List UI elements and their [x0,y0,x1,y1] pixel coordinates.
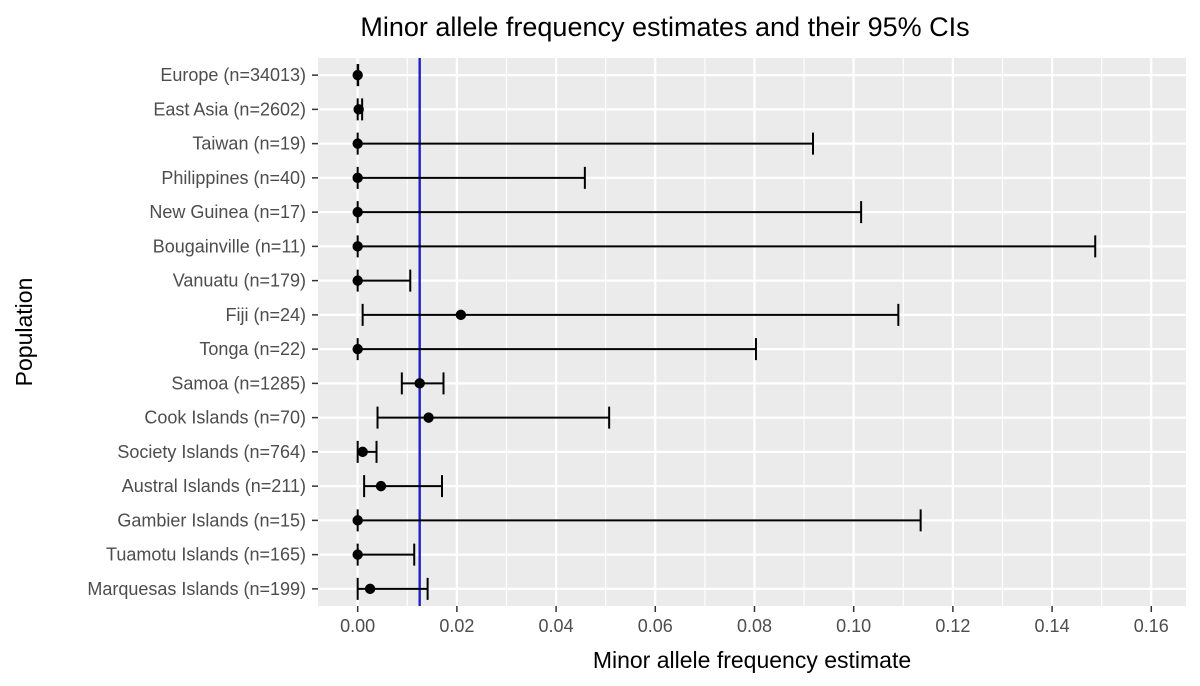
y-tick-label: Philippines (n=40) [161,168,306,188]
estimate-point [455,309,467,321]
x-tick-label: 0.08 [737,616,772,636]
y-tick-label: Fiji (n=24) [225,305,306,325]
errorbar-group [352,269,412,292]
errorbar-group [363,475,443,498]
errorbar-group [352,132,815,155]
y-tick-label: New Guinea (n=17) [149,202,306,222]
estimate-point [352,275,363,286]
y-tick-label: Taiwan (n=19) [192,134,306,154]
errorbar-group [352,235,1097,258]
x-tick-label: 0.10 [836,616,871,636]
x-tick-label: 0.02 [439,616,474,636]
y-tick-label: Samoa (n=1285) [171,373,306,393]
x-tick-label: 0.04 [539,616,574,636]
plot-panel [318,58,1186,606]
x-axis: 0.00 0.02 0.04 0.06 0.08 0.10 0.12 0.14 0.16 [340,606,1169,636]
estimate-point [352,549,363,560]
x-tick-label: 0.14 [1035,616,1070,636]
errorbar-group [352,338,757,361]
y-axis-title: Population [11,278,37,387]
estimate-point [375,480,387,492]
y-tick-label: Europe (n=34013) [160,65,306,85]
x-tick-label: 0.06 [638,616,673,636]
errorbar-group [352,64,363,87]
y-tick-label: Marquesas Islands (n=199) [87,579,306,599]
estimate-point [352,206,363,218]
estimate-point [414,378,425,389]
errorbar-group [376,406,611,429]
estimate-point [364,583,376,595]
y-tick-label: East Asia (n=2602) [153,99,306,119]
y-tick-label: Society Islands (n=764) [117,442,306,462]
y-tick-label: Vanuatu (n=179) [173,271,306,291]
x-tick-label: 0.00 [340,616,375,636]
estimate-point [352,172,363,184]
x-tick-label: 0.16 [1134,616,1169,636]
estimate-point [353,104,364,115]
estimate-point [352,138,363,149]
chart-title: Minor allele frequency estimates and the… [360,12,969,42]
errorbar-group [352,166,586,189]
y-tick-label: Tuamotu Islands (n=165) [106,545,306,565]
estimate-point [423,412,434,423]
estimate-point [357,446,368,458]
data-layer [352,64,1097,600]
estimate-point [352,241,363,252]
estimate-point [352,515,363,526]
y-axis: Europe (n=34013) East Asia (n=2602) Taiwan… [87,65,318,599]
errorbar-group [361,303,900,326]
errorbar-group [356,577,429,600]
estimate-point [352,343,363,355]
y-tick-label: Tonga (n=22) [199,339,306,359]
x-axis-title: Minor allele frequency estimate [593,647,911,673]
y-tick-label: Austral Islands (n=211) [122,476,306,496]
y-tick-label: Gambier Islands (n=15) [117,510,306,530]
errorbar-group [352,543,416,566]
errorbar-group [352,509,922,532]
errorbar-group [353,98,364,121]
estimate-point [352,69,363,81]
errorbar-group [356,440,378,463]
errorbar-group [352,201,863,224]
x-tick-label: 0.12 [935,616,970,636]
y-tick-label: Bougainville (n=11) [153,236,306,256]
errorbar-group [400,372,445,395]
y-tick-label: Cook Islands (n=70) [144,408,306,428]
